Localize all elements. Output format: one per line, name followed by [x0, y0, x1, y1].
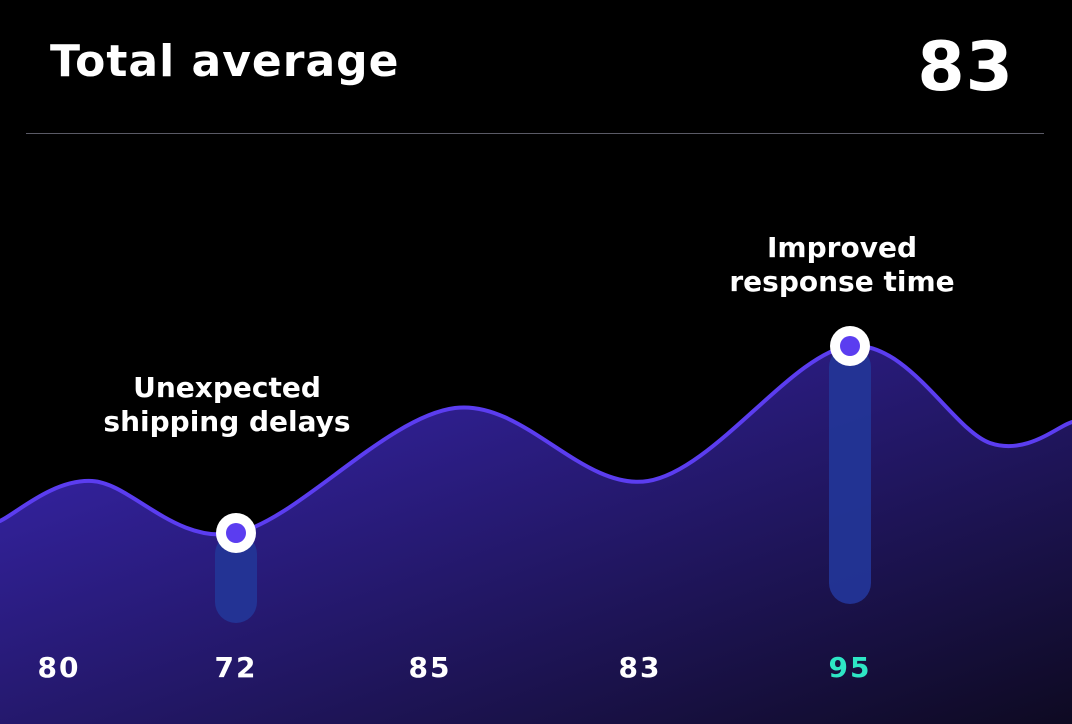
total-average-value: 83	[917, 28, 1014, 107]
value-label-3: 83	[619, 651, 662, 684]
area-layer	[0, 345, 1072, 724]
value-label-4: 95	[829, 651, 872, 684]
chart-title: Total average	[50, 36, 400, 87]
series-line	[0, 343, 1072, 537]
annotation-bar-1	[215, 533, 257, 623]
value-labels: 80 72 85 83 95	[38, 651, 872, 684]
marker-dot-4	[840, 336, 860, 356]
annotation-4-line-0: Improved	[767, 231, 917, 264]
value-label-0: 80	[38, 651, 81, 684]
annotation-1-line-1: shipping delays	[103, 405, 350, 438]
annotation-bars	[215, 346, 871, 623]
header-divider	[26, 133, 1044, 134]
markers	[216, 326, 870, 553]
line-layer	[0, 343, 1072, 537]
value-label-2: 85	[409, 651, 452, 684]
area-fill	[0, 345, 1072, 724]
value-label-1: 72	[215, 651, 258, 684]
marker-dot-1	[226, 523, 246, 543]
annotation-1-line-0: Unexpected	[133, 371, 321, 404]
annotation-bar-4	[829, 346, 871, 604]
annotation-4-line-1: response time	[729, 265, 954, 298]
